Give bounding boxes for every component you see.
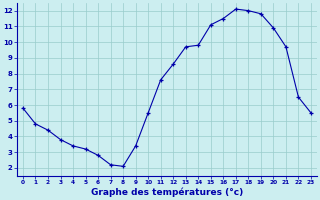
X-axis label: Graphe des températures (°c): Graphe des températures (°c) xyxy=(91,188,243,197)
